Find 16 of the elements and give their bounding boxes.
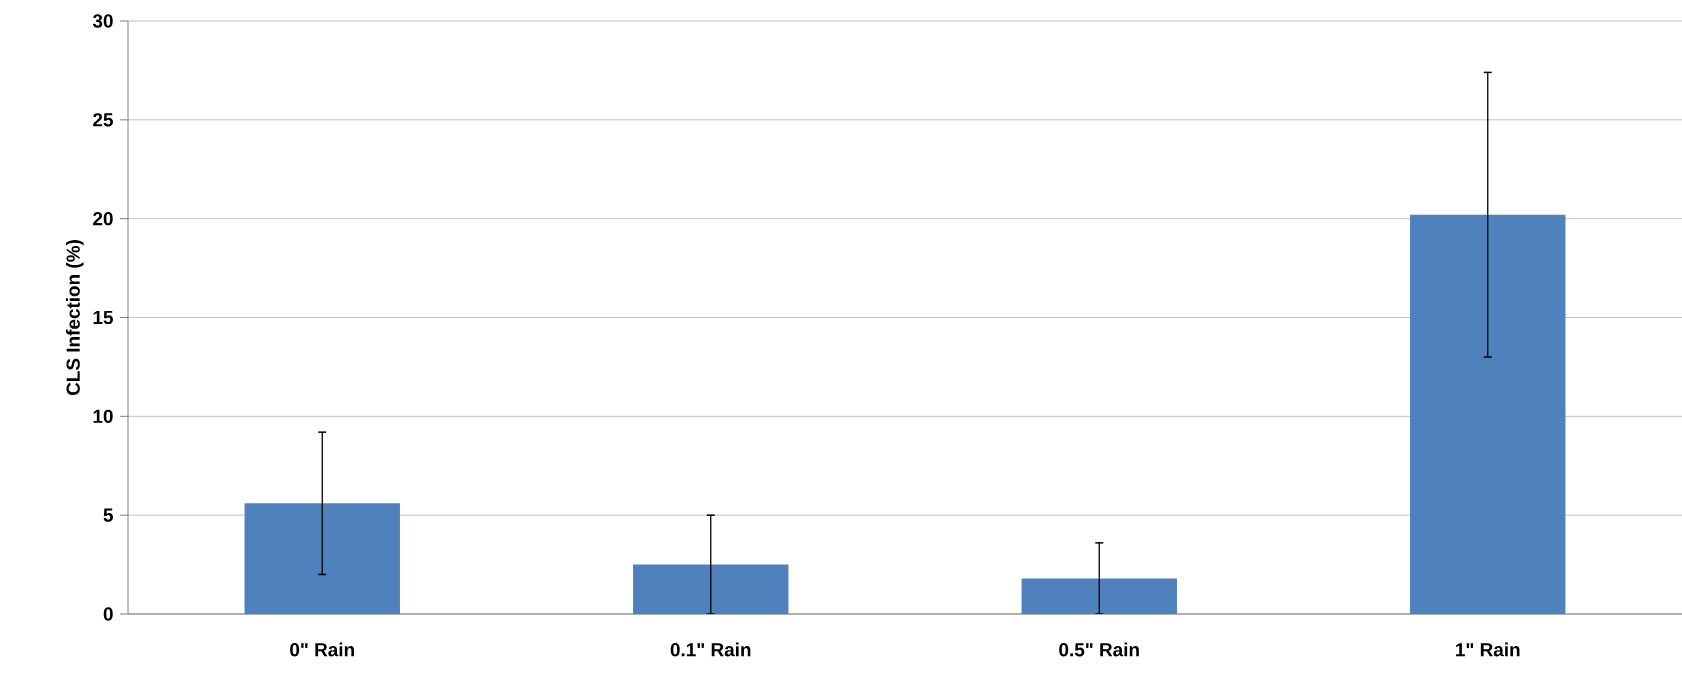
y-tick-label: 0 — [103, 607, 113, 621]
y-tick-label: 5 — [103, 508, 113, 522]
x-tick-label: 0.5" Rain — [1059, 642, 1139, 657]
y-axis-title: CLS Infection (%) — [65, 240, 84, 396]
bar — [1021, 578, 1177, 614]
y-tick-label: 20 — [93, 211, 113, 226]
bar — [1410, 214, 1566, 614]
x-tick-label: 1" Rain — [1456, 642, 1520, 657]
bar — [244, 503, 400, 614]
x-tick-label: 0.1" Rain — [670, 642, 751, 657]
y-tick-label: 10 — [93, 409, 113, 424]
y-tick-label: 30 — [92, 14, 113, 28]
x-tick-label: 0" Rain — [290, 642, 354, 657]
bar — [633, 564, 789, 614]
y-tick-label: 15 — [93, 310, 113, 325]
y-tick-label: 25 — [93, 113, 113, 127]
